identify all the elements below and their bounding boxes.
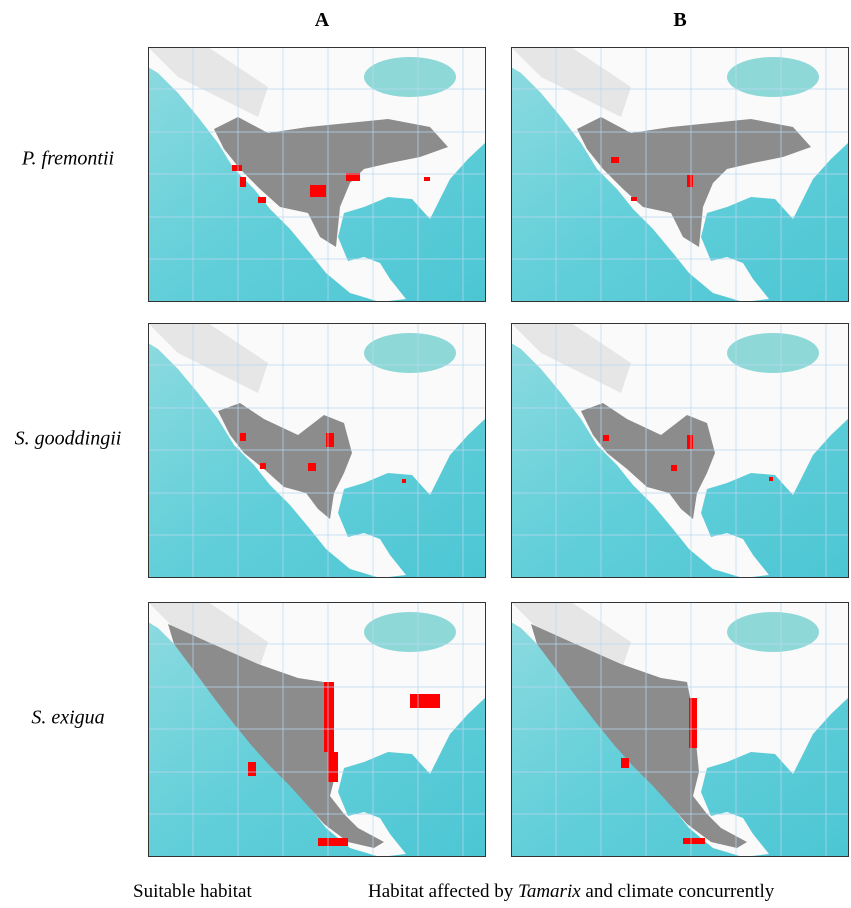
affected-habitat xyxy=(611,157,619,163)
row-label: P. fremontii xyxy=(21,148,114,170)
affected-habitat xyxy=(240,177,246,187)
affected-habitat xyxy=(769,477,773,481)
legend-text: Tamarix xyxy=(518,881,581,902)
affected-habitat xyxy=(248,762,256,776)
affected-habitat xyxy=(410,694,440,708)
affected-habitat xyxy=(687,435,693,449)
map-panel xyxy=(148,602,486,857)
legend-label: Suitable habitat xyxy=(133,881,252,902)
map-panel xyxy=(148,47,486,302)
map-panels xyxy=(148,47,849,857)
map-panel xyxy=(511,323,849,578)
affected-habitat xyxy=(621,758,629,768)
hudson-bay xyxy=(727,333,819,373)
legend-text: Suitable habitat xyxy=(133,881,252,902)
column-header: A xyxy=(315,9,330,31)
hudson-bay xyxy=(727,612,819,652)
legend-text: Habitat affected by xyxy=(368,881,518,902)
affected-habitat xyxy=(326,433,334,447)
legend-label: Habitat affected by Tamarix and climate … xyxy=(368,881,775,902)
hudson-bay xyxy=(364,612,456,652)
affected-habitat xyxy=(324,682,334,752)
row-label: S. gooddingii xyxy=(15,428,122,450)
affected-habitat xyxy=(308,463,316,471)
affected-habitat xyxy=(424,177,430,181)
affected-habitat xyxy=(603,435,609,441)
affected-habitat xyxy=(240,433,246,441)
map-panel xyxy=(148,323,486,578)
figure: A B P. fremontii S. gooddingii S. exigua… xyxy=(0,0,851,908)
affected-habitat xyxy=(258,197,266,203)
affected-habitat xyxy=(328,752,338,782)
hudson-bay xyxy=(364,57,456,97)
affected-habitat xyxy=(402,479,406,483)
column-header: B xyxy=(673,9,686,31)
hudson-bay xyxy=(364,333,456,373)
hudson-bay xyxy=(727,57,819,97)
affected-habitat xyxy=(631,197,637,201)
row-label: S. exigua xyxy=(31,707,104,729)
affected-habitat xyxy=(671,465,677,471)
affected-habitat xyxy=(260,463,266,469)
legend-text: and climate concurrently xyxy=(581,881,775,902)
affected-habitat xyxy=(687,175,693,187)
map-panel xyxy=(511,47,849,302)
affected-habitat xyxy=(318,838,348,846)
affected-habitat xyxy=(689,698,697,748)
map-panel xyxy=(511,602,849,857)
affected-habitat xyxy=(683,838,705,844)
affected-habitat xyxy=(310,185,326,197)
affected-habitat xyxy=(232,165,242,171)
